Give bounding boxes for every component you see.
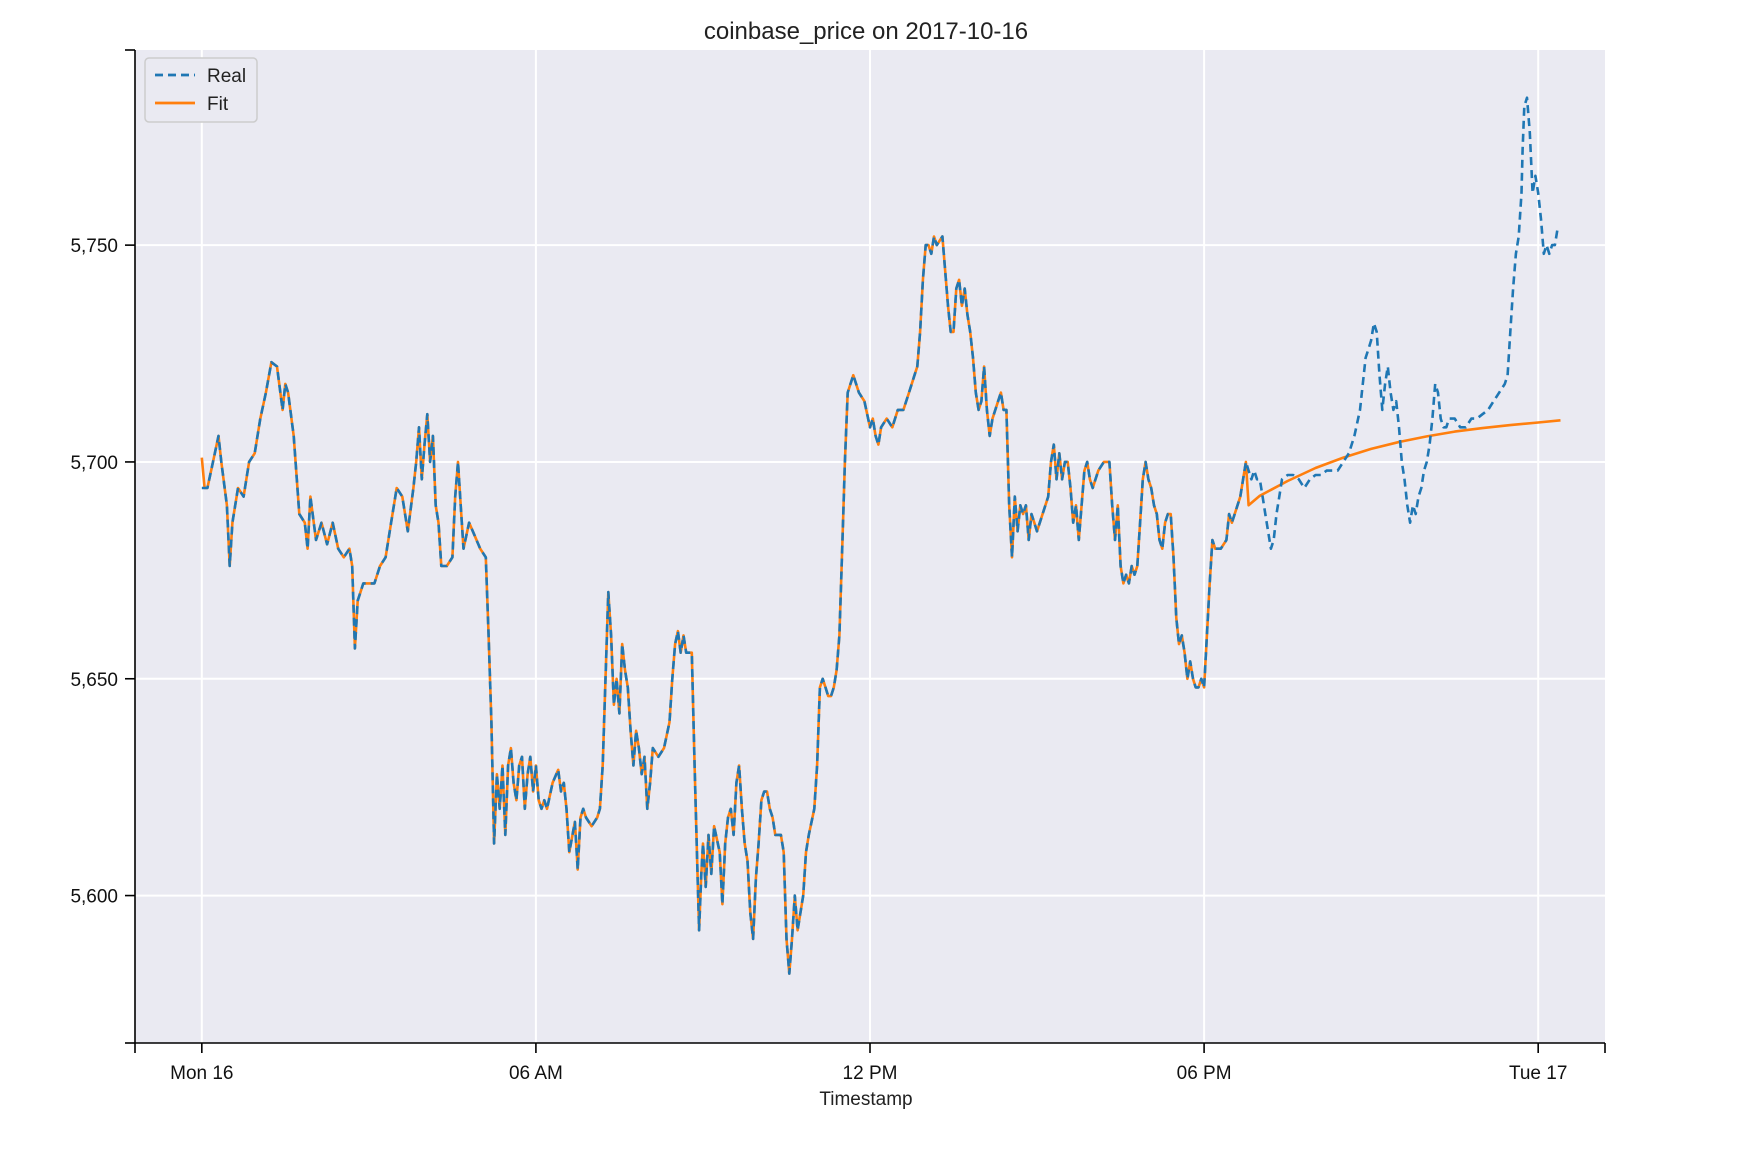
series-layer bbox=[200, 96, 1561, 975]
x-tick-label-3: 06 PM bbox=[1177, 1063, 1232, 1084]
x-axis-label: Timestamp bbox=[819, 1089, 912, 1110]
y-tick-label-3: 5,750 bbox=[70, 236, 118, 257]
y-tick-label-1: 5,650 bbox=[70, 670, 118, 691]
x-tick-label-4: Tue 17 bbox=[1509, 1063, 1567, 1084]
x-tick-label-1: 06 AM bbox=[509, 1063, 563, 1084]
chart-title: coinbase_price on 2017-10-16 bbox=[704, 18, 1028, 45]
legend-fit-label: Fit bbox=[207, 94, 229, 115]
legend-real-label: Real bbox=[207, 66, 246, 87]
y-tick-label-0: 5,600 bbox=[70, 887, 118, 908]
grid-lines bbox=[135, 50, 1605, 1043]
axes: Mon 16 06 AM 12 PM 06 PM Tue 17 5,600 5,650 5,7… bbox=[70, 49, 1606, 1084]
x-tick-label-2: 12 PM bbox=[843, 1063, 898, 1084]
y-tick-label-2: 5,700 bbox=[70, 453, 118, 474]
x-tick-label-0: Mon 16 bbox=[170, 1063, 233, 1084]
legend: Real Fit bbox=[144, 57, 258, 123]
series-line-real bbox=[201, 96, 1559, 975]
